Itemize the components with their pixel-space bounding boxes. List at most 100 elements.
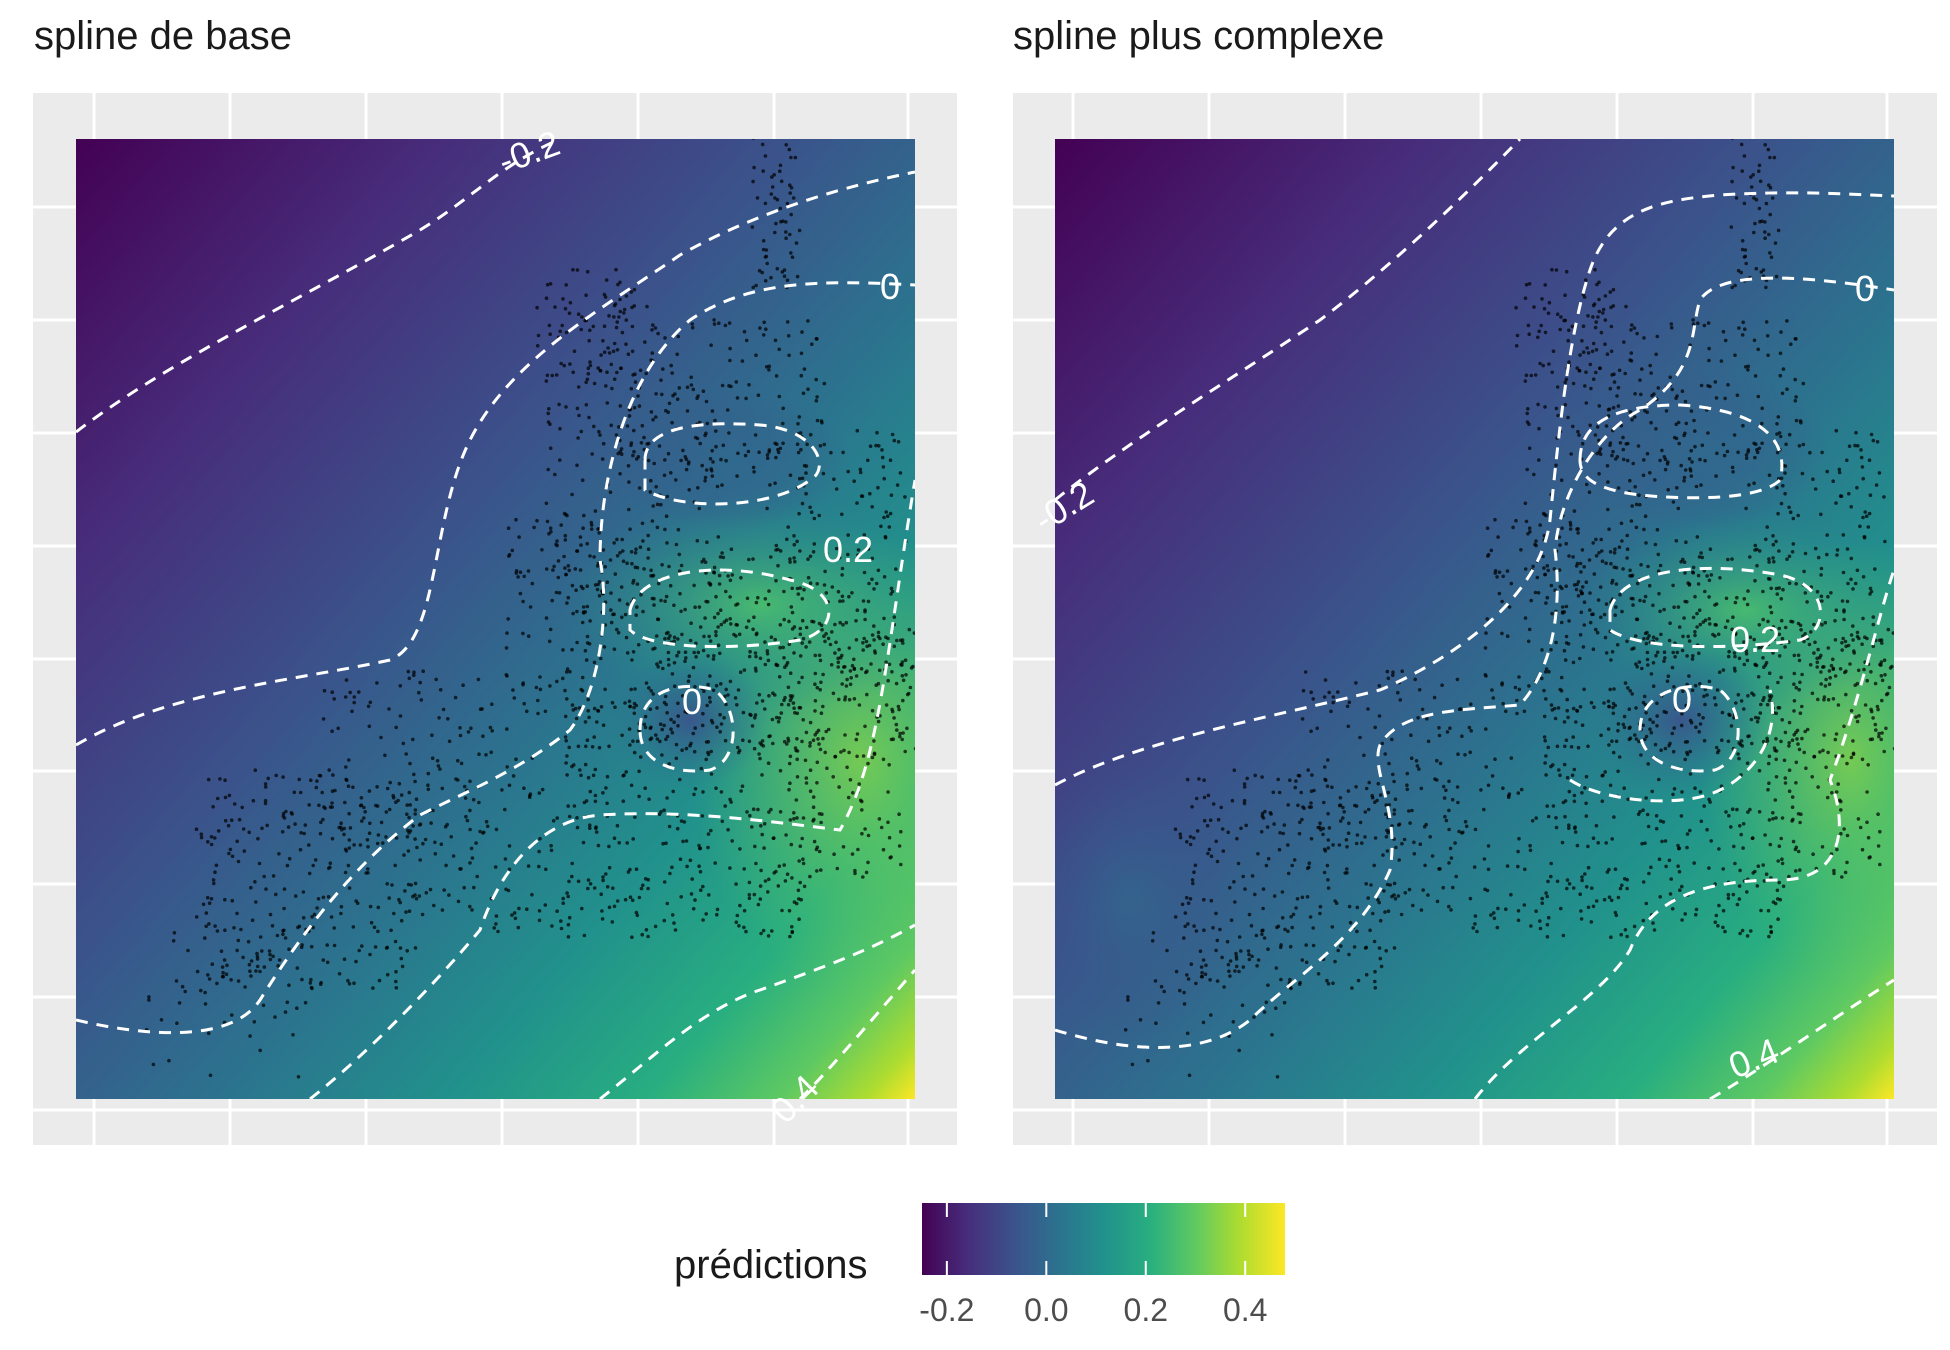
observation-point xyxy=(1616,728,1620,733)
observation-point xyxy=(1204,963,1208,968)
observation-point xyxy=(862,533,867,537)
observation-point xyxy=(1691,570,1695,574)
observation-point xyxy=(762,822,767,826)
observation-point xyxy=(609,591,613,595)
observation-point xyxy=(1641,723,1645,728)
observation-point xyxy=(1609,324,1614,329)
observation-point xyxy=(681,839,685,844)
observation-point xyxy=(1338,796,1343,800)
observation-point xyxy=(1780,718,1784,722)
observation-point xyxy=(655,662,659,666)
observation-point xyxy=(585,541,589,546)
observation-point xyxy=(174,979,179,983)
observation-point xyxy=(1693,683,1698,688)
observation-point xyxy=(588,882,593,886)
observation-point xyxy=(1733,654,1737,659)
observation-point xyxy=(317,773,322,778)
observation-point xyxy=(1402,837,1407,842)
observation-point xyxy=(260,949,264,953)
observation-point xyxy=(852,667,857,671)
observation-point xyxy=(1694,484,1699,489)
observation-point xyxy=(1173,827,1178,831)
observation-point xyxy=(1202,818,1207,823)
observation-point xyxy=(1757,206,1762,211)
observation-point xyxy=(1880,731,1884,735)
observation-point xyxy=(1867,856,1871,860)
observation-point xyxy=(1614,605,1618,609)
observation-point xyxy=(517,535,521,539)
observation-point xyxy=(535,305,539,310)
observation-point xyxy=(826,727,831,732)
observation-point xyxy=(511,688,515,692)
observation-point xyxy=(631,837,635,841)
observation-point xyxy=(1567,328,1571,333)
observation-point xyxy=(1630,323,1634,327)
observation-point xyxy=(1280,916,1285,920)
observation-point xyxy=(223,795,228,800)
observation-point xyxy=(648,737,653,742)
observation-point xyxy=(283,1010,288,1014)
observation-point xyxy=(564,738,568,743)
observation-point xyxy=(1730,557,1734,561)
observation-point xyxy=(1745,890,1749,894)
observation-point xyxy=(626,352,631,357)
observation-point xyxy=(485,824,490,829)
observation-point xyxy=(1861,616,1865,621)
observation-point xyxy=(1566,715,1570,720)
observation-point xyxy=(728,595,732,599)
observation-point xyxy=(1676,605,1681,609)
observation-point xyxy=(890,670,894,674)
observation-point xyxy=(253,768,258,772)
observation-point xyxy=(1680,790,1684,794)
observation-point xyxy=(1218,927,1222,932)
observation-point xyxy=(1675,486,1679,490)
observation-point xyxy=(1771,811,1775,815)
observation-point xyxy=(1522,903,1527,907)
observation-point xyxy=(277,852,281,856)
observation-point xyxy=(1525,411,1529,416)
observation-point xyxy=(863,617,867,622)
observation-point xyxy=(1622,714,1627,719)
observation-point xyxy=(1868,493,1873,498)
observation-point xyxy=(1702,804,1706,808)
observation-point xyxy=(832,852,836,856)
observation-point xyxy=(894,681,899,686)
observation-point xyxy=(798,586,802,590)
observation-point xyxy=(664,594,669,599)
observation-point xyxy=(1671,749,1676,754)
observation-point xyxy=(547,532,551,536)
observation-point xyxy=(782,617,786,622)
observation-point xyxy=(582,933,587,938)
observation-point xyxy=(1206,851,1210,856)
observation-point xyxy=(1586,844,1590,849)
observation-point xyxy=(836,665,840,669)
observation-point xyxy=(1725,449,1730,454)
observation-point xyxy=(1575,527,1579,531)
observation-point xyxy=(242,849,247,853)
observation-point xyxy=(1578,561,1583,566)
observation-point xyxy=(1832,868,1836,873)
observation-point xyxy=(1595,282,1599,287)
observation-point xyxy=(1371,911,1375,916)
observation-point xyxy=(254,969,258,973)
observation-point xyxy=(637,794,641,799)
observation-point xyxy=(627,480,631,484)
observation-point xyxy=(1792,653,1797,658)
observation-point xyxy=(798,549,802,553)
observation-point xyxy=(312,912,317,917)
observation-point xyxy=(814,399,819,403)
observation-point xyxy=(791,701,796,705)
observation-point xyxy=(1613,613,1617,617)
observation-point xyxy=(776,563,780,568)
observation-point xyxy=(795,816,799,820)
observation-point xyxy=(1178,832,1183,836)
observation-point xyxy=(1768,605,1773,609)
observation-point xyxy=(1871,644,1876,649)
observation-point xyxy=(1703,618,1708,622)
observation-point xyxy=(883,535,888,540)
observation-point xyxy=(567,915,572,920)
observation-point xyxy=(660,753,664,757)
observation-point xyxy=(1576,745,1581,750)
observation-point xyxy=(1825,795,1830,800)
observation-point xyxy=(799,447,803,452)
